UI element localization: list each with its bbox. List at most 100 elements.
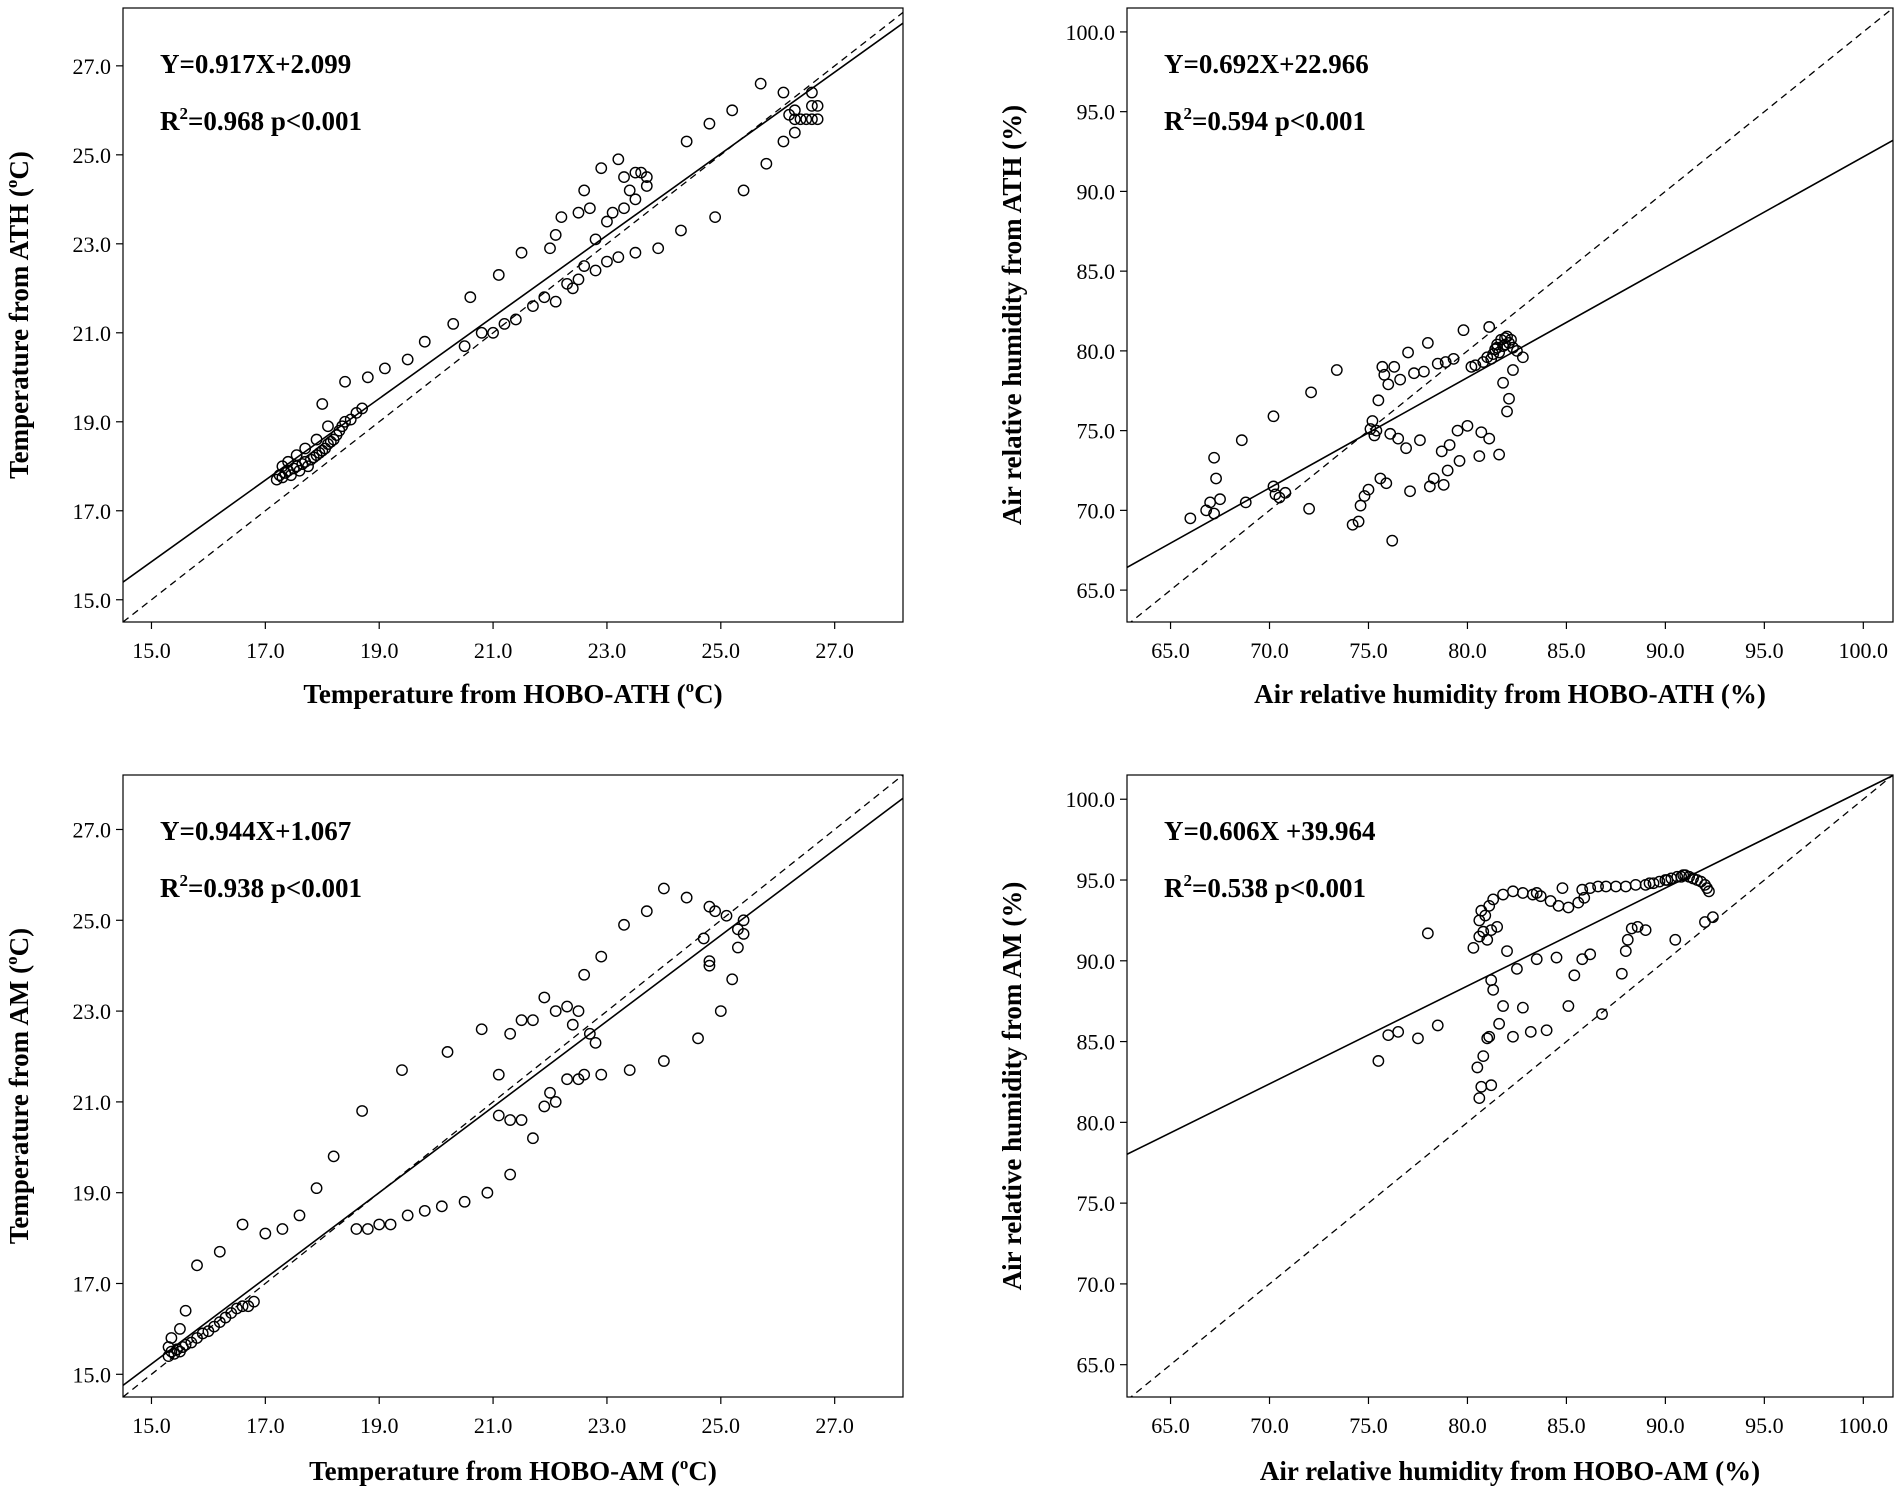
data-point [447,317,460,330]
data-point [1491,341,1504,354]
x-tick-label: 100.0 [1839,638,1889,663]
data-point [1511,344,1523,357]
data-point [1703,885,1715,898]
data-point [458,1195,471,1208]
data-point [1404,485,1416,498]
data-point [572,273,585,286]
data-point [1303,502,1315,515]
data-point [1507,364,1519,376]
x-tick-label: 70.0 [1250,1413,1289,1438]
data-point [1469,359,1482,372]
data-point [601,255,613,268]
data-point [1443,439,1456,451]
data-point [1619,880,1632,893]
regression-fit-line [123,797,903,1387]
data-point [652,242,665,255]
data-point [1352,515,1365,528]
regression-fit-line [123,22,903,583]
data-point [174,1322,186,1335]
data-point [561,1073,573,1086]
data-point [1414,434,1426,447]
data-point [213,1245,226,1258]
data-point [1487,893,1500,906]
data-point [1562,1000,1575,1012]
data-point [1501,330,1513,343]
data-point [1481,1032,1494,1045]
data-point [1615,967,1628,980]
data-point [1534,890,1547,903]
data-point [629,166,642,179]
data-point [504,1168,517,1181]
data-point [623,184,636,197]
y-tick-label: 21.0 [73,1090,112,1115]
y-tick-label: 80.0 [1077,339,1116,364]
data-point [339,415,351,428]
data-point [310,1182,323,1195]
data-point [1576,953,1589,966]
data-point [384,1218,397,1231]
data-point [1516,887,1529,899]
data-point [1362,483,1375,496]
one-to-one-reference-line [123,775,903,1397]
data-point [561,1000,573,1013]
y-tick-label: 15.0 [73,588,112,613]
y-tick-label: 19.0 [73,1181,112,1206]
plot-area-frame [1126,774,1894,1398]
data-point [1699,916,1711,928]
y-tick-label: 17.0 [73,1271,112,1296]
data-point [1386,534,1399,547]
x-tick-label: 95.0 [1745,638,1784,663]
data-point [350,1223,363,1235]
data-point [361,371,374,384]
one-to-one-reference-line [1129,8,1893,622]
data-point [179,1338,192,1351]
data-point [1544,895,1557,907]
data-point [629,193,642,206]
data-point [549,1005,562,1017]
data-point [1402,346,1414,359]
data-point [549,229,562,241]
y-tick-label: 27.0 [73,817,112,842]
data-point [1354,499,1367,512]
data-point [714,1005,727,1017]
data-point [1346,518,1359,531]
x-tick-label: 15.0 [132,638,171,663]
data-point [794,113,807,126]
x-tick-label: 65.0 [1151,638,1190,663]
data-point [259,1227,272,1240]
panel-humidity-ath: 65.0 70.0 75.0 80.0 85.0 90.0 95.0 100.0 65.0 70.… [997,7,1894,709]
y-tick-label: 21.0 [73,321,112,346]
x-tick-label: 95.0 [1745,1413,1784,1438]
data-point [1487,983,1500,996]
y-tick-label: 19.0 [73,410,112,435]
data-point [697,932,710,945]
data-point [1516,351,1529,364]
r-squared-annotation: R2=0.594 p<0.001 [1164,104,1366,136]
data-point [623,1064,636,1077]
data-point [1596,1008,1608,1021]
x-tick-label: 17.0 [246,638,285,663]
x-tick-label: 100.0 [1839,1413,1889,1438]
data-point [1706,911,1719,924]
x-tick-label: 27.0 [815,1413,854,1438]
data-point [709,211,722,224]
data-point [1609,880,1622,893]
data-point [675,224,687,237]
panel-temperature-am: 15.0 17.0 19.0 21.0 23.0 25.0 27.0 15.0 17.0 19.0… [2,774,904,1486]
data-point [549,1095,562,1108]
data-point [1208,507,1220,520]
data-point [230,1302,243,1315]
data-point [806,99,818,112]
data-point [1435,445,1448,458]
data-point [1621,933,1634,946]
data-point [589,264,602,277]
data-point [1629,878,1642,891]
data-point [1439,356,1452,368]
x-tick-label: 70.0 [1250,638,1289,663]
data-point [1467,941,1480,954]
data-point [578,184,591,197]
y-tick-label: 95.0 [1077,100,1116,125]
panel-temperature-ath: 15.0 17.0 19.0 21.0 23.0 25.0 27.0 15.0 17.0 19.0… [2,7,904,709]
data-point [1210,472,1222,485]
data-point [1473,450,1486,463]
